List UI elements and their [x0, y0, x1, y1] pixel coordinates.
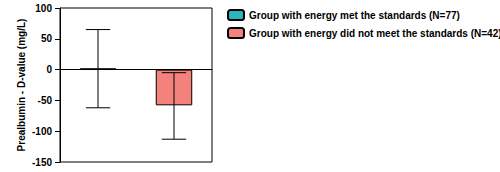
- svg-text:Group with energy did not meet: Group with energy did not meet the stand…: [249, 28, 500, 39]
- svg-text:100: 100: [35, 3, 52, 14]
- svg-text:0: 0: [46, 64, 52, 75]
- svg-text:-50: -50: [38, 95, 53, 106]
- svg-text:50: 50: [41, 33, 53, 44]
- svg-text:-150: -150: [32, 157, 52, 168]
- svg-text:-100: -100: [32, 126, 52, 137]
- svg-text:Prealbumin - D-value (mg/L): Prealbumin - D-value (mg/L): [16, 19, 27, 152]
- svg-text:Group with energy met the stan: Group with energy met the standards (N=7…: [249, 10, 460, 21]
